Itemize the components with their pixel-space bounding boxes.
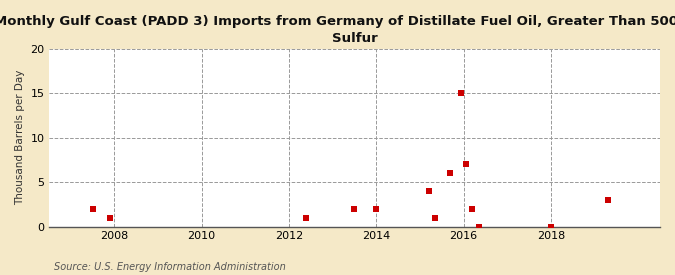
Y-axis label: Thousand Barrels per Day: Thousand Barrels per Day <box>15 70 25 205</box>
Point <box>473 224 484 229</box>
Point <box>602 198 613 202</box>
Point <box>371 207 381 211</box>
Point <box>105 216 115 220</box>
Point <box>445 171 456 175</box>
Point <box>301 216 312 220</box>
Point <box>545 224 556 229</box>
Point <box>456 91 467 95</box>
Point <box>349 207 360 211</box>
Point <box>87 207 98 211</box>
Point <box>467 207 478 211</box>
Point <box>430 216 441 220</box>
Point <box>423 189 434 193</box>
Point <box>460 162 471 167</box>
Text: Source: U.S. Energy Information Administration: Source: U.S. Energy Information Administ… <box>54 262 286 272</box>
Title: Monthly Gulf Coast (PADD 3) Imports from Germany of Distillate Fuel Oil, Greater: Monthly Gulf Coast (PADD 3) Imports from… <box>0 15 675 45</box>
